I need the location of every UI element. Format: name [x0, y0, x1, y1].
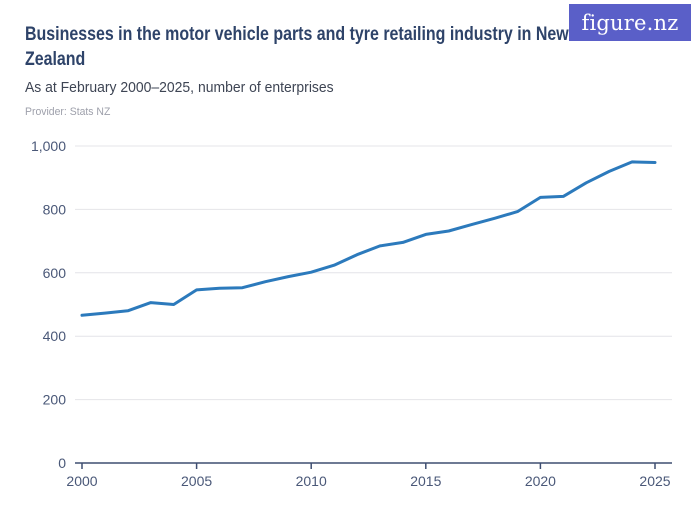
x-axis-tick-label: 2010 — [296, 473, 327, 489]
figure-nz-logo[interactable]: figure.nz — [569, 4, 691, 41]
y-axis-tick-label: 800 — [43, 201, 67, 217]
x-axis-tick-label: 2015 — [410, 473, 441, 489]
y-axis-tick-label: 1,000 — [31, 138, 66, 154]
page-title: Businesses in the motor vehicle parts an… — [25, 24, 569, 71]
x-axis-tick-label: 2025 — [639, 473, 670, 489]
data-line — [80, 160, 657, 317]
y-axis-tick-label: 200 — [43, 392, 67, 408]
x-axis-tick-label: 2005 — [181, 473, 212, 489]
x-axis-tick-label: 2020 — [525, 473, 556, 489]
line-chart: 0 200 400 600 800 1,000 2000 2005 2010 2015 2020 20… — [31, 138, 672, 489]
y-axis-tick-label: 600 — [43, 265, 67, 281]
chart-subtitle: As at February 2000–2025, number of ente… — [25, 79, 334, 97]
y-axis-tick-label: 0 — [58, 455, 66, 471]
provider-credit: Provider: Stats NZ — [25, 106, 111, 119]
figure-nz-logo-text: figure.nz — [581, 10, 679, 35]
chart-header: Businesses in the motor vehicle parts an… — [25, 22, 685, 118]
y-axis-tick-label: 400 — [43, 328, 67, 344]
x-axis-tick-label: 2000 — [66, 473, 97, 489]
